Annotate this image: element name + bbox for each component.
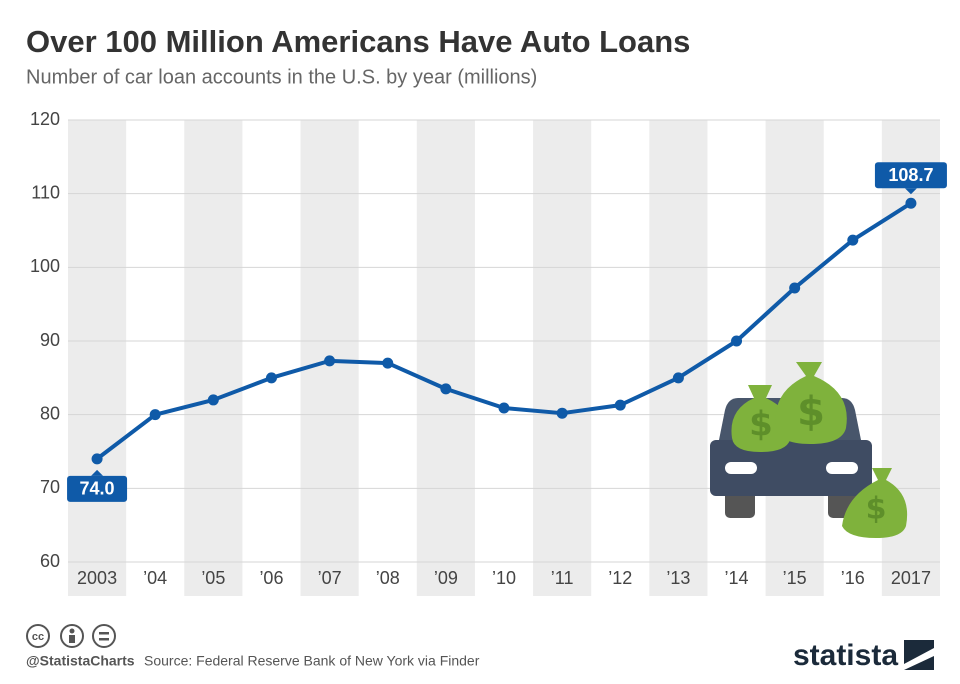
data-point	[789, 282, 801, 294]
column-bands	[68, 120, 940, 596]
data-point	[847, 234, 859, 246]
data-point	[440, 383, 452, 395]
x-tick-label: ’07	[318, 568, 342, 588]
x-tick-label: ’12	[608, 568, 632, 588]
data-point	[905, 197, 917, 209]
y-tick-label: 90	[40, 330, 60, 350]
svg-text:$: $	[749, 405, 773, 445]
source: Source: Federal Reserve Bank of New York…	[144, 653, 480, 669]
column-band	[765, 120, 824, 596]
y-tick-label: 100	[30, 256, 60, 276]
handle: @StatistaCharts	[26, 653, 135, 669]
data-point	[382, 357, 394, 369]
y-tick-label: 60	[40, 551, 60, 571]
value-label-pointer	[91, 469, 104, 476]
license-icon-text: cc	[32, 628, 109, 643]
x-tick-label: ’13	[666, 568, 690, 588]
chart-title: Over 100 Million Americans Have Auto Loa…	[26, 24, 690, 59]
brand-logo	[904, 640, 934, 670]
data-point	[731, 335, 743, 347]
x-tick-label: ’14	[725, 568, 749, 588]
x-tick-label: 2017	[891, 568, 931, 588]
data-point	[324, 355, 336, 367]
x-tick-label: ’10	[492, 568, 516, 588]
x-tick-label: ’16	[841, 568, 865, 588]
x-tick-label: ’04	[143, 568, 167, 588]
value-label: 108.7	[888, 165, 933, 185]
x-tick-label: ’08	[376, 568, 400, 588]
svg-text:cc: cc	[32, 631, 44, 643]
column-band	[184, 120, 243, 596]
value-label-pointer	[904, 188, 917, 195]
y-tick-label: 120	[30, 109, 60, 129]
x-tick-label: 2003	[77, 568, 117, 588]
y-tick-label: 80	[40, 403, 60, 423]
column-band	[416, 120, 475, 596]
y-tick-label: 110	[31, 182, 60, 202]
column-band	[68, 120, 127, 596]
data-point	[91, 453, 103, 465]
brand: statista	[793, 639, 898, 672]
x-tick-label: ’09	[434, 568, 458, 588]
x-tick-label: ’05	[201, 568, 225, 588]
value-label-box	[67, 475, 128, 502]
car-illustration: $ $ $	[710, 362, 908, 538]
data-point	[498, 402, 510, 414]
column-band	[649, 120, 708, 596]
value-label: 74.0	[80, 479, 115, 499]
value-label-box	[874, 162, 947, 189]
x-tick-label: ’06	[259, 568, 283, 588]
x-tick-label: ’11	[551, 568, 574, 588]
x-tick-label: ’15	[783, 568, 807, 588]
data-point	[149, 409, 161, 421]
svg-text:$: $	[797, 389, 825, 435]
chart-subtitle: Number of car loan accounts in the U.S. …	[26, 66, 537, 88]
data-point	[556, 407, 568, 419]
data-point	[265, 372, 277, 384]
data-point	[672, 372, 684, 384]
svg-text:$: $	[866, 492, 887, 527]
data-point	[614, 399, 626, 411]
y-tick-label: 70	[40, 477, 60, 497]
column-band	[533, 120, 592, 596]
license-icons	[26, 624, 116, 648]
data-point	[207, 394, 219, 406]
